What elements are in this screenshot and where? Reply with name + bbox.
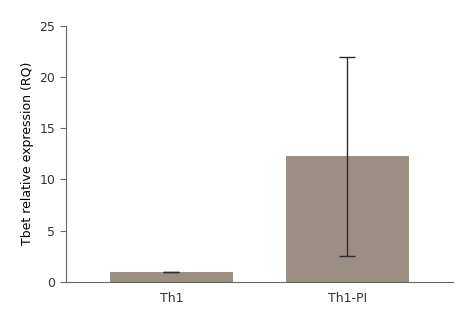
Bar bbox=[286, 156, 409, 282]
Bar bbox=[109, 272, 233, 282]
Y-axis label: Tbet relative expression (RQ): Tbet relative expression (RQ) bbox=[21, 62, 34, 245]
